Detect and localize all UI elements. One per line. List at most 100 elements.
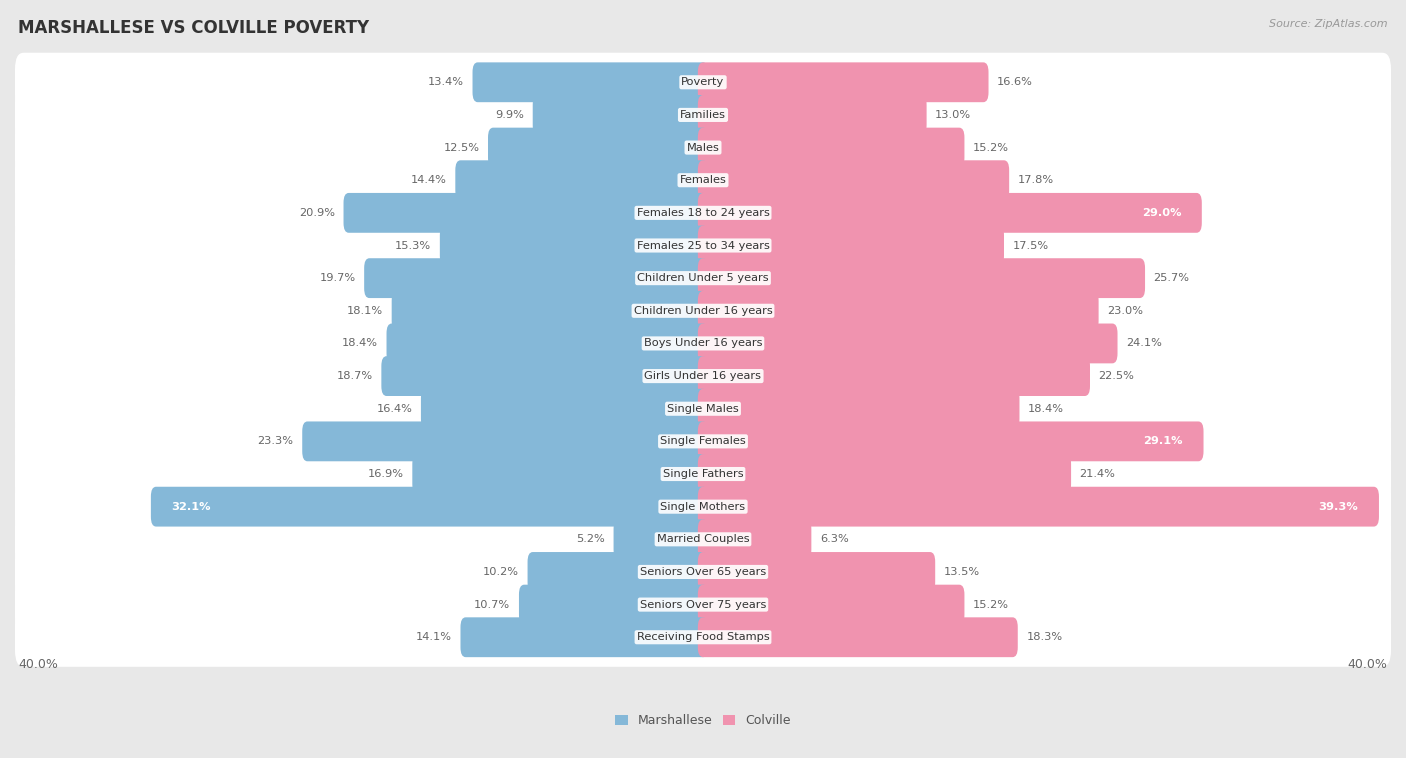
FancyBboxPatch shape [472, 62, 709, 102]
FancyBboxPatch shape [697, 421, 1204, 462]
Text: 22.5%: 22.5% [1098, 371, 1135, 381]
FancyBboxPatch shape [15, 608, 1391, 667]
Text: 16.4%: 16.4% [377, 404, 412, 414]
Text: Receiving Food Stamps: Receiving Food Stamps [637, 632, 769, 642]
Text: 18.4%: 18.4% [1028, 404, 1064, 414]
Text: Source: ZipAtlas.com: Source: ZipAtlas.com [1270, 19, 1388, 29]
FancyBboxPatch shape [15, 151, 1391, 210]
FancyBboxPatch shape [697, 291, 1098, 330]
FancyBboxPatch shape [440, 226, 709, 265]
FancyBboxPatch shape [387, 324, 709, 363]
Text: 23.0%: 23.0% [1107, 305, 1143, 316]
Text: 19.7%: 19.7% [319, 273, 356, 283]
FancyBboxPatch shape [15, 53, 1391, 112]
Text: 23.3%: 23.3% [257, 437, 294, 446]
FancyBboxPatch shape [15, 118, 1391, 177]
Text: 39.3%: 39.3% [1319, 502, 1358, 512]
Text: 20.9%: 20.9% [299, 208, 335, 218]
Text: 40.0%: 40.0% [1348, 657, 1388, 671]
FancyBboxPatch shape [15, 412, 1391, 471]
FancyBboxPatch shape [697, 127, 965, 168]
Text: MARSHALLESE VS COLVILLE POVERTY: MARSHALLESE VS COLVILLE POVERTY [18, 19, 370, 37]
FancyBboxPatch shape [420, 389, 709, 428]
Text: 13.4%: 13.4% [427, 77, 464, 87]
Text: 40.0%: 40.0% [18, 657, 58, 671]
Text: Single Fathers: Single Fathers [662, 469, 744, 479]
FancyBboxPatch shape [697, 62, 988, 102]
Text: 15.2%: 15.2% [973, 143, 1010, 152]
FancyBboxPatch shape [697, 324, 1118, 363]
Text: Poverty: Poverty [682, 77, 724, 87]
Text: 5.2%: 5.2% [576, 534, 605, 544]
FancyBboxPatch shape [15, 379, 1391, 438]
FancyBboxPatch shape [697, 552, 935, 592]
FancyBboxPatch shape [697, 193, 1202, 233]
FancyBboxPatch shape [533, 95, 709, 135]
Text: 18.4%: 18.4% [342, 338, 378, 349]
FancyBboxPatch shape [697, 389, 1019, 428]
Text: Females 18 to 24 years: Females 18 to 24 years [637, 208, 769, 218]
Text: Boys Under 16 years: Boys Under 16 years [644, 338, 762, 349]
FancyBboxPatch shape [302, 421, 709, 462]
FancyBboxPatch shape [15, 249, 1391, 308]
Text: Single Females: Single Females [661, 437, 745, 446]
Text: 29.1%: 29.1% [1143, 437, 1182, 446]
FancyBboxPatch shape [697, 519, 811, 559]
FancyBboxPatch shape [15, 575, 1391, 634]
FancyBboxPatch shape [15, 86, 1391, 145]
Text: 13.5%: 13.5% [943, 567, 980, 577]
Text: Children Under 5 years: Children Under 5 years [637, 273, 769, 283]
Text: 10.2%: 10.2% [482, 567, 519, 577]
Text: Seniors Over 65 years: Seniors Over 65 years [640, 567, 766, 577]
Text: 32.1%: 32.1% [172, 502, 211, 512]
Text: 16.9%: 16.9% [368, 469, 404, 479]
Text: Single Males: Single Males [666, 404, 740, 414]
Text: 13.0%: 13.0% [935, 110, 972, 120]
Text: 18.1%: 18.1% [347, 305, 382, 316]
Legend: Marshallese, Colville: Marshallese, Colville [612, 711, 794, 731]
FancyBboxPatch shape [697, 487, 1379, 527]
FancyBboxPatch shape [381, 356, 709, 396]
FancyBboxPatch shape [613, 519, 709, 559]
Text: 18.7%: 18.7% [336, 371, 373, 381]
FancyBboxPatch shape [697, 584, 965, 625]
Text: 24.1%: 24.1% [1126, 338, 1161, 349]
Text: Girls Under 16 years: Girls Under 16 years [644, 371, 762, 381]
FancyBboxPatch shape [697, 617, 1018, 657]
Text: 14.4%: 14.4% [411, 175, 447, 185]
FancyBboxPatch shape [15, 510, 1391, 568]
FancyBboxPatch shape [15, 216, 1391, 275]
FancyBboxPatch shape [697, 226, 1004, 265]
Text: Males: Males [686, 143, 720, 152]
FancyBboxPatch shape [456, 160, 709, 200]
Text: 21.4%: 21.4% [1080, 469, 1115, 479]
Text: 17.8%: 17.8% [1018, 175, 1054, 185]
FancyBboxPatch shape [15, 183, 1391, 243]
FancyBboxPatch shape [150, 487, 709, 527]
Text: 6.3%: 6.3% [820, 534, 849, 544]
FancyBboxPatch shape [412, 454, 709, 494]
FancyBboxPatch shape [697, 160, 1010, 200]
Text: Families: Families [681, 110, 725, 120]
Text: 15.3%: 15.3% [395, 240, 432, 250]
Text: Females: Females [679, 175, 727, 185]
FancyBboxPatch shape [15, 543, 1391, 602]
Text: 25.7%: 25.7% [1154, 273, 1189, 283]
FancyBboxPatch shape [364, 258, 709, 298]
FancyBboxPatch shape [343, 193, 709, 233]
Text: 15.2%: 15.2% [973, 600, 1010, 609]
FancyBboxPatch shape [461, 617, 709, 657]
Text: Females 25 to 34 years: Females 25 to 34 years [637, 240, 769, 250]
Text: 14.1%: 14.1% [416, 632, 451, 642]
Text: 10.7%: 10.7% [474, 600, 510, 609]
FancyBboxPatch shape [15, 444, 1391, 503]
Text: 12.5%: 12.5% [443, 143, 479, 152]
Text: Seniors Over 75 years: Seniors Over 75 years [640, 600, 766, 609]
Text: Married Couples: Married Couples [657, 534, 749, 544]
Text: 9.9%: 9.9% [495, 110, 524, 120]
FancyBboxPatch shape [392, 291, 709, 330]
Text: Children Under 16 years: Children Under 16 years [634, 305, 772, 316]
FancyBboxPatch shape [697, 95, 927, 135]
FancyBboxPatch shape [15, 477, 1391, 536]
FancyBboxPatch shape [15, 346, 1391, 406]
